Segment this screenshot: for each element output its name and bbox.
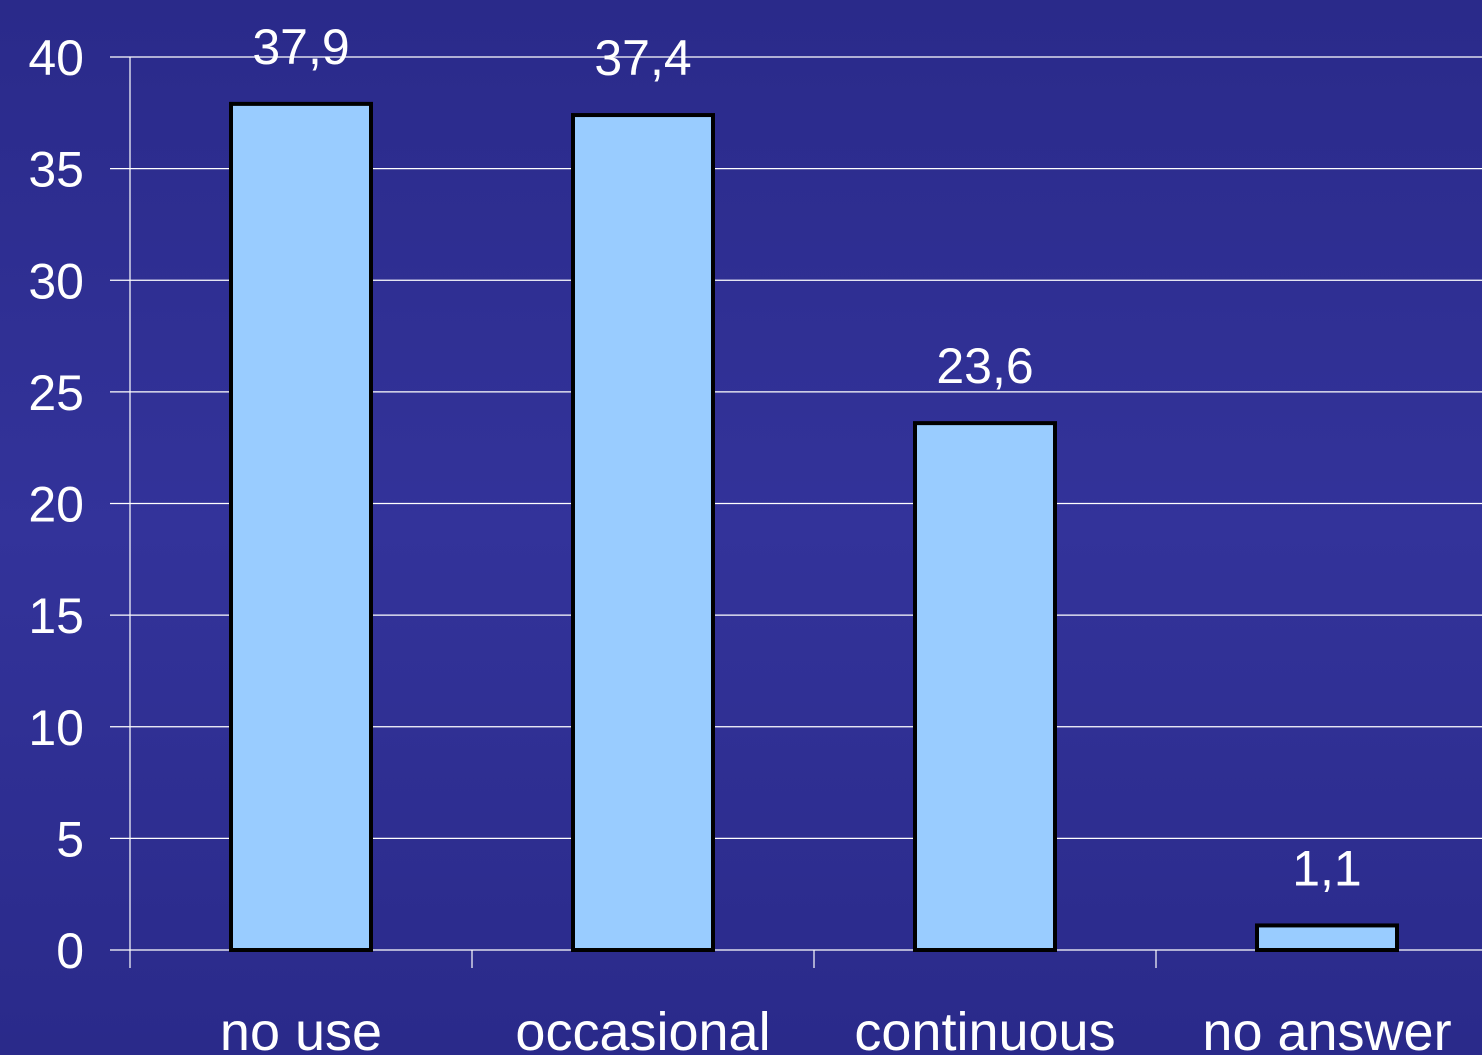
y-axis-tick-labels: 0 5 10 15 20 25 30 35 40 bbox=[28, 30, 84, 979]
data-label-no-answer: 1,1 bbox=[1292, 840, 1362, 896]
category-label-no-use: no use bbox=[220, 1002, 382, 1055]
y-tick-label-15: 15 bbox=[28, 588, 84, 644]
axes bbox=[110, 56, 1157, 968]
data-label-no-use: 37,9 bbox=[252, 19, 349, 75]
bar-continuous bbox=[913, 421, 1057, 952]
y-tick-label-30: 30 bbox=[28, 253, 84, 309]
category-label-no-answer: no answer bbox=[1202, 1002, 1451, 1055]
y-tick-label-40: 40 bbox=[28, 30, 84, 86]
y-tick-label-5: 5 bbox=[56, 811, 84, 867]
bar-no-use bbox=[229, 101, 373, 952]
y-tick-label-10: 10 bbox=[28, 700, 84, 756]
data-label-occasional: 37,4 bbox=[594, 30, 691, 86]
category-label-continuous: continuous bbox=[854, 1002, 1115, 1055]
y-tick-label-0: 0 bbox=[56, 923, 84, 979]
x-axis-category-labels: no use occasional continuous no answer bbox=[220, 1002, 1452, 1055]
y-tick-label-25: 25 bbox=[28, 365, 84, 421]
data-label-continuous: 23,6 bbox=[936, 338, 1033, 394]
category-label-occasional: occasional bbox=[515, 1002, 770, 1055]
data-labels: 37,9 37,4 23,6 1,1 bbox=[252, 19, 1361, 897]
bar-occasional bbox=[571, 113, 715, 953]
bars bbox=[229, 101, 1399, 953]
y-tick-label-20: 20 bbox=[28, 477, 84, 533]
y-tick-label-35: 35 bbox=[28, 142, 84, 198]
bar-no-answer bbox=[1255, 923, 1399, 953]
